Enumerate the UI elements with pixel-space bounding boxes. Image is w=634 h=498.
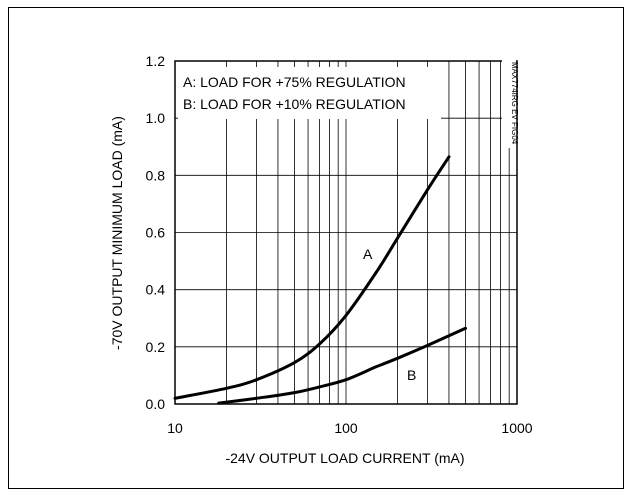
legend-line-a: A: LOAD FOR +75% REGULATION [183, 74, 406, 90]
axes [174, 60, 518, 405]
x-axis-label: -24V OUTPUT LOAD CURRENT (mA) [225, 450, 464, 466]
plot-area-border [174, 60, 518, 405]
watermark-bg [502, 60, 516, 148]
y-tick-label: 0.6 [146, 225, 166, 241]
series-label-b: B [407, 367, 416, 383]
x-tick-label: 10 [167, 420, 183, 436]
legend-box [178, 67, 441, 119]
y-tick-label: 0.2 [146, 339, 166, 355]
y-tick-label: 0.8 [146, 167, 166, 183]
series-line-a [173, 155, 451, 400]
y-tick-label: 0.4 [146, 282, 166, 298]
series-label-a-bg [360, 244, 376, 262]
y-axis-label: -70V OUTPUT MINIMUM LOAD (mA) [109, 116, 125, 350]
y-tick-labels: 0.0 0.2 0.4 0.6 0.8 1.0 1.2 [146, 53, 166, 412]
x-tick-label: 100 [334, 420, 358, 436]
y-tick-label: 1.2 [146, 53, 166, 69]
y-tick-label: 0.0 [146, 396, 166, 412]
series-label-b-bg [404, 365, 420, 383]
x-tick-label: 1000 [501, 420, 532, 436]
x-tick-labels: 10 100 1000 [167, 420, 533, 436]
legend-line-b: B: LOAD FOR +10% REGULATION [183, 96, 406, 112]
series-label-a: A [363, 246, 373, 262]
series-group [173, 155, 467, 405]
series-line-b [217, 326, 467, 405]
y-tick-label: 1.0 [146, 110, 166, 126]
watermark: MAX774IRG EV FIG04 [510, 62, 519, 145]
